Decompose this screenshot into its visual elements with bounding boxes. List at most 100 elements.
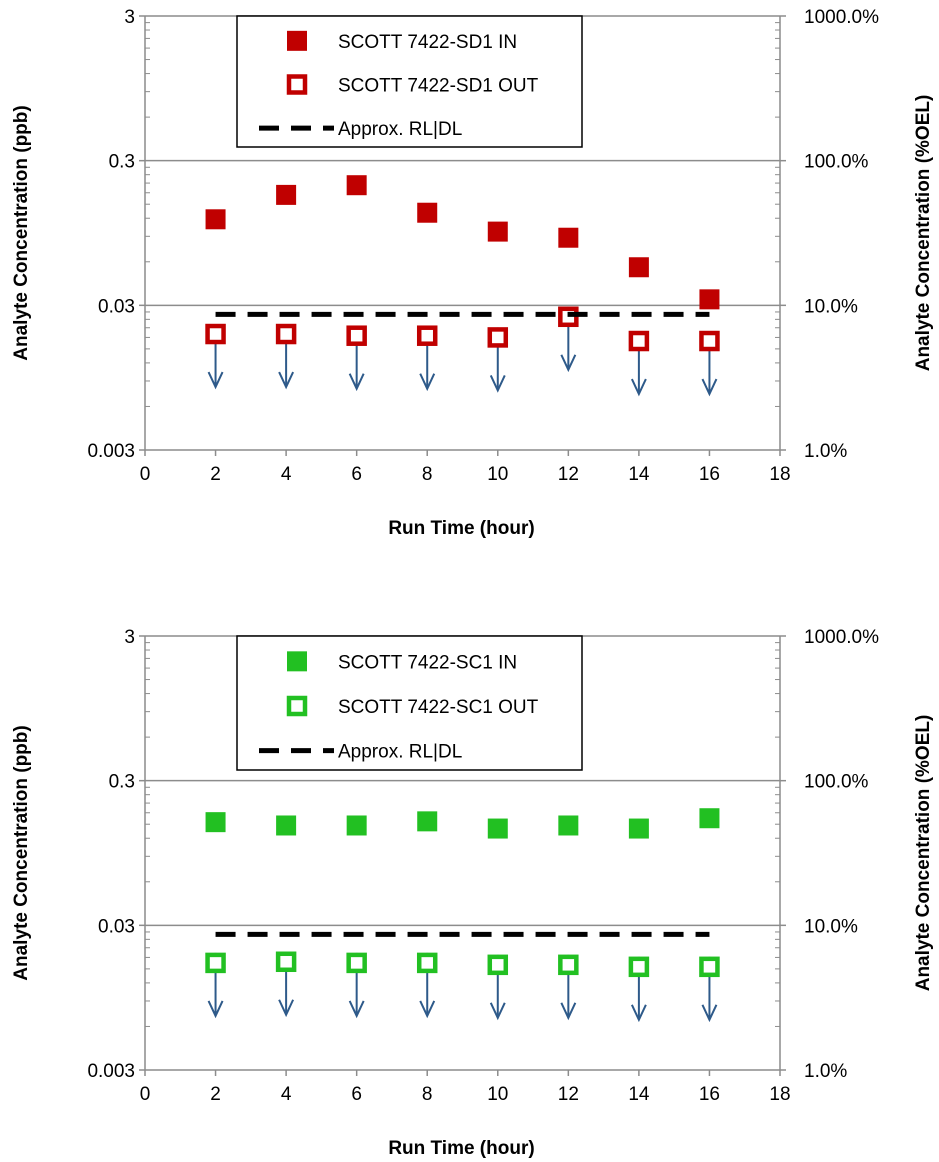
y2-tick-label: 1000.0% <box>804 627 879 648</box>
x-tick-label: 6 <box>351 464 362 485</box>
series-2 <box>205 306 720 397</box>
x-tick-label: 0 <box>140 1084 151 1105</box>
legend-label: Approx. RL|DL <box>338 119 462 140</box>
y-tick-label: 0.003 <box>87 441 135 462</box>
y-axis-title: Analyte Concentration (ppb) <box>11 105 32 360</box>
x-tick-label: 6 <box>351 1084 362 1105</box>
legend-label: SCOTT 7422-SC1 OUT <box>338 697 539 718</box>
data-point <box>628 257 649 278</box>
y2-tick-label: 1.0% <box>804 1061 847 1082</box>
x-tick-label: 2 <box>210 1084 221 1105</box>
data-point <box>699 956 720 978</box>
data-point <box>205 323 226 345</box>
legend-label: SCOTT 7422-SD1 IN <box>338 32 517 53</box>
x-tick-label: 8 <box>422 464 433 485</box>
legend-label: SCOTT 7422-SC1 IN <box>338 652 517 673</box>
nondetect-arrow-head <box>701 1004 718 1023</box>
nondetect-arrow-head <box>348 373 365 392</box>
data-point <box>558 954 579 976</box>
y-tick-label: 0.3 <box>109 772 135 793</box>
x-tick-label: 10 <box>487 464 508 485</box>
y2-tick-label: 10.0% <box>804 296 858 317</box>
data-point <box>346 815 367 836</box>
nondetect-arrow-head <box>630 1004 647 1023</box>
x-tick-label: 2 <box>210 464 221 485</box>
x-tick-label: 8 <box>422 1084 433 1105</box>
y2-axis-title: Analyte Concentration (%OEL) <box>913 715 934 992</box>
data-point <box>346 175 367 196</box>
y-tick-label: 3 <box>124 7 135 28</box>
nondetect-arrow-head <box>278 371 295 390</box>
data-point <box>628 956 650 978</box>
data-point <box>699 808 720 829</box>
y2-tick-label: 1000.0% <box>804 7 879 28</box>
data-point <box>276 184 297 205</box>
data-point <box>487 954 509 976</box>
nondetect-arrow-head <box>419 373 436 392</box>
legend-marker <box>286 74 308 95</box>
y-tick-label: 0.003 <box>87 1061 135 1082</box>
x-tick-label: 0 <box>140 464 151 485</box>
data-point <box>346 325 367 346</box>
y2-tick-label: 100.0% <box>804 772 869 793</box>
y-tick-label: 0.03 <box>98 296 135 317</box>
y2-axis-title: Analyte Concentration (%OEL) <box>913 95 934 372</box>
chart-2: 3 0.3 0.03 0.003 1000.0% 100.0% 10.0% 1.0% 0 2 4 6 8… <box>11 627 934 1159</box>
data-point <box>487 327 509 348</box>
x-tick-label: 4 <box>281 1084 292 1105</box>
data-point <box>628 818 649 839</box>
data-point <box>275 951 297 973</box>
y2-tick-label: 1.0% <box>804 441 847 462</box>
x-tick-label: 16 <box>699 1084 720 1105</box>
y2-tick-label: 100.0% <box>804 152 869 173</box>
series-1 <box>205 175 720 310</box>
data-point <box>275 323 297 345</box>
x-tick-label: 12 <box>558 1084 579 1105</box>
x-tick-label: 18 <box>769 1084 790 1105</box>
data-point <box>416 325 438 346</box>
legend-label: SCOTT 7422-SD1 OUT <box>338 76 539 97</box>
nondetect-arrow-head <box>489 1002 506 1021</box>
legend-marker <box>287 651 307 672</box>
data-point <box>346 952 367 974</box>
nondetect-arrow-head <box>630 378 647 397</box>
y-tick-label: 0.3 <box>109 152 135 173</box>
nondetect-arrow-head <box>701 378 718 397</box>
y-axis-title: Analyte Concentration (ppb) <box>11 725 32 980</box>
x-tick-label: 16 <box>699 464 720 485</box>
data-point <box>487 221 508 242</box>
data-point <box>628 330 650 352</box>
data-point <box>558 815 579 836</box>
y-tick-label: 0.03 <box>98 916 135 937</box>
nondetect-arrow-head <box>489 375 506 393</box>
series-2 <box>205 951 720 1023</box>
data-point <box>276 815 297 836</box>
data-point <box>558 227 579 248</box>
y2-tick-label: 10.0% <box>804 916 858 937</box>
legend-label: Approx. RL|DL <box>338 742 462 763</box>
nondetect-arrow-head <box>560 354 577 373</box>
data-point <box>699 330 720 352</box>
x-tick-label: 18 <box>769 464 790 485</box>
data-point <box>699 289 720 310</box>
x-tick-label: 10 <box>487 1084 508 1105</box>
data-point <box>205 952 226 974</box>
x-tick-label: 14 <box>628 464 650 485</box>
legend: SCOTT 7422-SC1 IN SCOTT 7422-SC1 OUT Appro… <box>236 635 583 771</box>
data-point <box>416 952 438 974</box>
data-point <box>417 202 438 223</box>
nondetect-arrow-head <box>560 1002 577 1021</box>
nondetect-arrow-head <box>348 1000 365 1019</box>
nondetect-arrow-head <box>419 1000 436 1019</box>
legend: SCOTT 7422-SD1 IN SCOTT 7422-SD1 OUT Appro… <box>236 15 583 148</box>
legend-marker <box>287 30 307 51</box>
nondetect-arrow-head <box>278 999 295 1018</box>
data-point <box>417 811 438 832</box>
x-tick-label: 4 <box>281 464 292 485</box>
x-axis-title: Run Time (hour) <box>388 518 534 539</box>
nondetect-arrow-head <box>207 371 224 390</box>
legend-marker <box>286 695 308 717</box>
chart-1: 3 0.3 0.03 0.003 1000.0% 100.0% 10.0% 1.0% 0 2 4 6 8… <box>11 7 934 539</box>
nondetect-arrow-head <box>207 1000 224 1019</box>
